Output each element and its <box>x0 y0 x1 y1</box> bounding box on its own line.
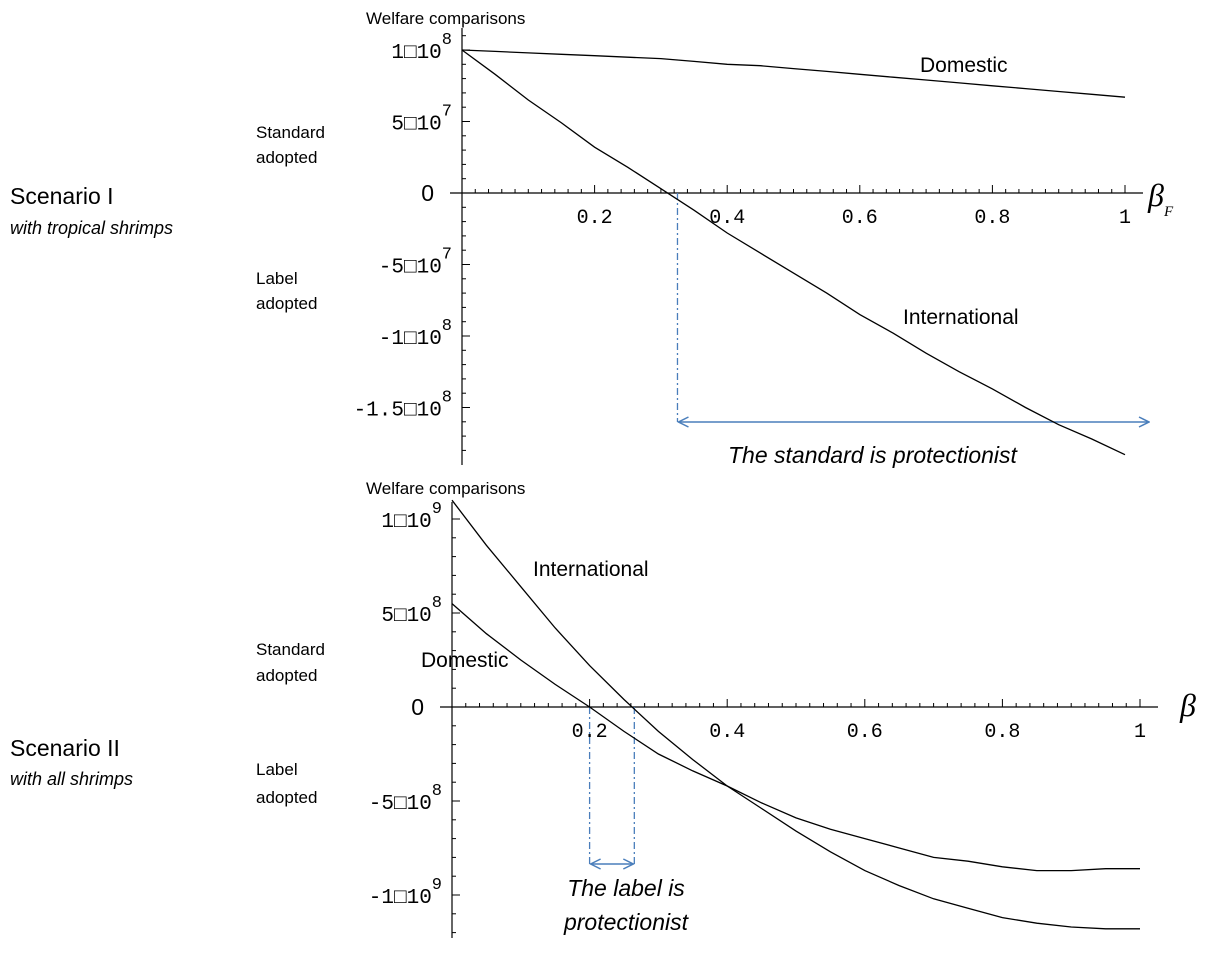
x-tick-label: 0.6 <box>842 207 878 230</box>
x-tick-label: 0.4 <box>709 721 745 744</box>
chart1-x-axis-subscript: F <box>1163 204 1174 220</box>
series-line-international <box>461 49 1126 456</box>
x-tick-label: 0.8 <box>984 721 1020 744</box>
y-tick-label: 0 <box>411 694 424 720</box>
chart-scenario-2: Welfare comparisons Standard adopted Lab… <box>256 479 1196 938</box>
chart2-region-upper-line1: Standard <box>256 640 325 659</box>
y-tick-label: 5□107 <box>391 103 452 137</box>
series-label-international: International <box>533 558 649 581</box>
chart1-region-upper-line1: Standard <box>256 123 325 142</box>
x-tick-label: 0.4 <box>709 207 745 230</box>
series-label-international: International <box>903 306 1019 329</box>
chart1-annotation: The standard is protectionist <box>728 442 1019 468</box>
y-tick-label: -5□107 <box>379 246 452 280</box>
chart2-annotation-line1: The label is <box>567 875 685 901</box>
scenario2-sublabel: with all shrimps <box>10 769 133 789</box>
scenario1-sublabel: with tropical shrimps <box>10 218 173 238</box>
y-tick-label: 5□108 <box>381 594 442 628</box>
chart2-region-lower-line2: adopted <box>256 788 317 807</box>
series-label-domestic: Domestic <box>421 649 509 672</box>
scenario2-label: Scenario II <box>10 735 120 761</box>
chart1-region-lower-line1: Label <box>256 269 298 288</box>
series-line-domestic <box>451 603 1140 872</box>
y-tick-label: 1□108 <box>391 31 452 65</box>
scenario1-label: Scenario I <box>10 183 114 209</box>
series-label-domestic: Domestic <box>920 54 1008 77</box>
chart2-region-lower-line1: Label <box>256 760 298 779</box>
x-tick-label: 0.8 <box>974 207 1010 230</box>
chart2-x-axis-symbol: β <box>1179 687 1196 723</box>
chart1-x-axis-label: βF <box>1147 177 1174 220</box>
chart1-title: Welfare comparisons <box>366 9 525 28</box>
chart2-title: Welfare comparisons <box>366 479 525 498</box>
chart2-x-axis-label: β <box>1179 687 1196 723</box>
y-tick-label: 1□109 <box>381 500 442 534</box>
chart2-region-upper-line2: adopted <box>256 666 317 685</box>
y-tick-label: 0 <box>421 180 434 206</box>
x-tick-label: 1 <box>1119 207 1131 230</box>
x-tick-label: 1 <box>1134 721 1146 744</box>
x-tick-label: 0.6 <box>847 721 883 744</box>
chart1-region-upper-line2: adopted <box>256 148 317 167</box>
series-line-domestic <box>461 49 1126 98</box>
chart-scenario-1: Welfare comparisons Standard adopted Lab… <box>256 9 1174 468</box>
x-tick-label: 0.2 <box>577 207 613 230</box>
y-tick-label: -1.5□108 <box>354 389 452 423</box>
y-tick-label: -1□109 <box>369 876 442 910</box>
chart1-x-axis-symbol: β <box>1147 177 1164 213</box>
y-tick-label: -1□108 <box>379 317 452 351</box>
chart2-annotation-line2: protectionist <box>563 909 690 935</box>
series-line-international <box>451 499 1140 930</box>
y-tick-label: -5□108 <box>369 782 442 816</box>
chart1-region-lower-line2: adopted <box>256 294 317 313</box>
